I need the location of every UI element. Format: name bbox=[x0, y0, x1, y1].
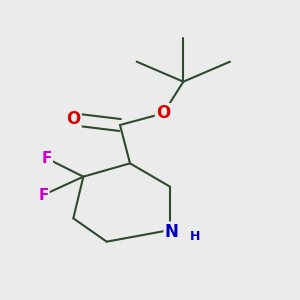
Text: O: O bbox=[66, 110, 80, 128]
Text: H: H bbox=[190, 230, 200, 242]
Text: N: N bbox=[165, 223, 178, 241]
Text: O: O bbox=[156, 104, 170, 122]
Text: F: F bbox=[38, 188, 49, 202]
Text: F: F bbox=[41, 151, 52, 166]
